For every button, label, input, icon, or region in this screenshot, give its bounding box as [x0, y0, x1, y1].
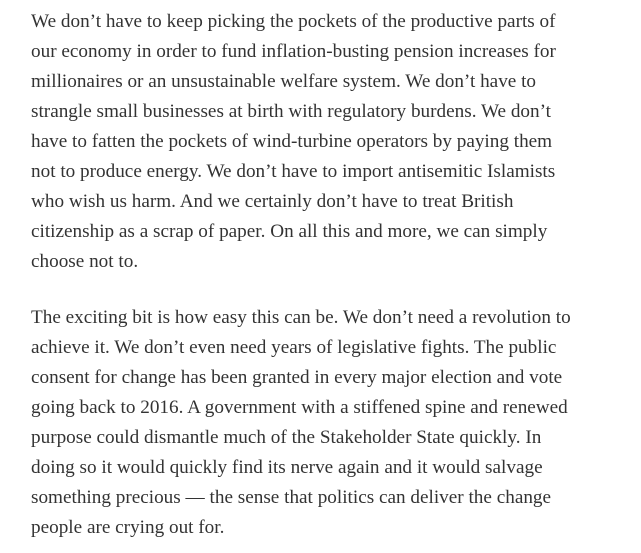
text-line: people are crying out for. [31, 517, 225, 538]
text-line: going back to 2016. A government with a … [31, 397, 568, 418]
text-line: The exciting bit is how easy this can be… [31, 307, 571, 328]
paragraph: The exciting bit is how easy this can be… [31, 303, 641, 543]
text-line: We don’t have to keep picking the pocket… [31, 11, 556, 32]
text-line: our economy in order to fund inflation-b… [31, 41, 556, 62]
text-line: who wish us harm. And we certainly don’t… [31, 191, 514, 212]
text-line: strangle small businesses at birth with … [31, 101, 551, 122]
text-line: achieve it. We don’t even need years of … [31, 337, 557, 358]
text-line: not to produce energy. We don’t have to … [31, 161, 556, 182]
text-line: purpose could dismantle much of the Stak… [31, 427, 542, 448]
text-line: citizenship as a scrap of paper. On all … [31, 221, 548, 242]
paragraph: We don’t have to keep picking the pocket… [31, 7, 641, 277]
text-line: have to fatten the pockets of wind-turbi… [31, 131, 553, 152]
text-line: choose not to. [31, 251, 139, 272]
text-line: millionaires or an unsustainable welfare… [31, 71, 537, 92]
text-line: something precious — the sense that poli… [31, 487, 552, 508]
text-line: consent for change has been granted in e… [31, 367, 563, 388]
text-line: doing so it would quickly find its nerve… [31, 457, 543, 478]
